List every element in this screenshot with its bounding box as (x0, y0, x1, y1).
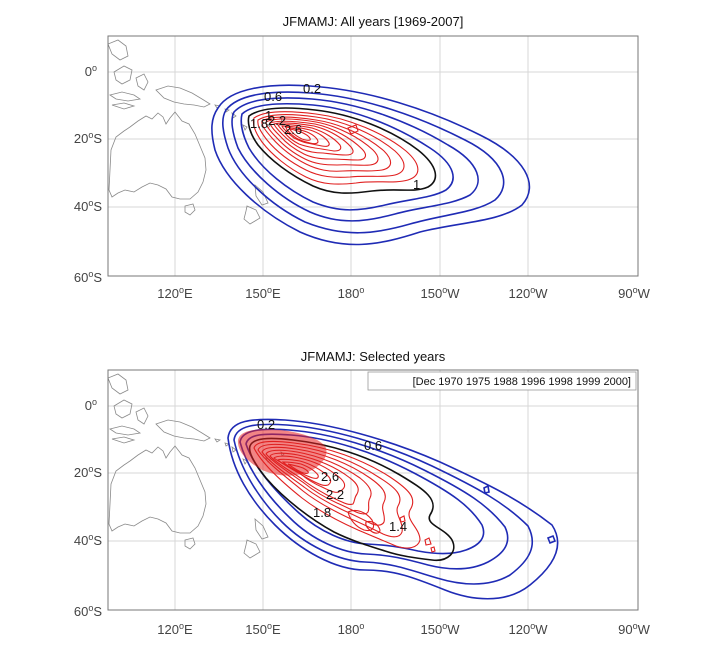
panel-2-blue-island (483, 484, 490, 494)
panel-1-lat-0: 0o (85, 63, 97, 79)
panel-1-lon-180: 180o (338, 285, 365, 301)
panel-1-label-1: 1 (265, 108, 272, 123)
panel-1-lon-axis: 120oE 150oE 180o 150oW 120oW 90oW (157, 285, 650, 301)
panel-2-lon-150e: 150oE (245, 621, 281, 637)
panel-1-lon-120w: 120oW (509, 285, 549, 301)
panel-2-lon-axis: 120oE 150oE 180o 150oW 120oW 90oW (157, 621, 650, 637)
panel-1-label-0-6: 0.6 (264, 89, 282, 104)
panel-2-lon-180: 180o (338, 621, 365, 637)
panel-2-map (108, 373, 559, 600)
panel-2-lat-60: 60oS (74, 603, 102, 619)
panel-1-lon-150w: 150oW (421, 285, 461, 301)
panel-1: JFMAMJ: All years [1969-2007] (74, 14, 651, 301)
panel-1-lat-40: 40oS (74, 198, 102, 214)
panel-2-subtitle: [Dec 1970 1975 1988 1996 1998 1999 2000] (413, 376, 631, 388)
panel-2-blue-contours (227, 418, 559, 600)
panel-1-frame (107, 35, 639, 277)
panel-2-lon-120w: 120oW (509, 621, 549, 637)
panel-2-lat-0: 0o (85, 397, 97, 413)
panel-2-lon-90w: 90oW (618, 621, 650, 637)
panel-1-label-2-6: 2.6 (284, 122, 302, 137)
panel-1-lat-20: 20oS (74, 130, 102, 146)
panel-1-lon-120e: 120oE (157, 285, 193, 301)
panel-2-lon-120e: 120oE (157, 621, 193, 637)
panel-1-lat-60: 60oS (74, 269, 102, 285)
panel-1-contour-labels: 0.2 0.6 1 1.8 2.2 2.6 1 (250, 81, 420, 192)
panel-1-lat-axis: 0o 20oS 40oS 60oS (74, 63, 102, 285)
panel-1-black-contour (247, 107, 437, 194)
panel-1-red-contours (252, 111, 419, 185)
panel-2-lon-150w: 150oW (421, 621, 461, 637)
panel-2-label-0-6: 0.6 (364, 438, 382, 453)
panel-2-red-speck (399, 515, 406, 523)
panel-1-blue-contours (211, 84, 531, 246)
panel-2-lat-40: 40oS (74, 532, 102, 548)
panel-1-label-0-2: 0.2 (303, 81, 321, 96)
panel-1-lon-90w: 90oW (618, 285, 650, 301)
panel-2-red-contours (253, 440, 421, 549)
panel-2-label-2-2: 2.2 (326, 487, 344, 502)
panel-1-red-speck (347, 124, 359, 135)
panel-2-title: JFMAMJ: Selected years (301, 349, 446, 364)
panel-2-label-0-2: 0.2 (257, 417, 275, 432)
panel-2-label-1-4: 1.4 (389, 519, 407, 534)
panel-1-label-2-2: 2.2 (268, 113, 286, 128)
panel-2-red-speck-2 (424, 537, 432, 546)
panel-1-label-1-8: 1.8 (250, 116, 268, 131)
panel-2-red-speck-3 (430, 546, 436, 553)
panel-1-label-1-lower: 1 (413, 177, 420, 192)
panel-2-frame (107, 369, 639, 611)
panel-1-lon-150e: 150oE (245, 285, 281, 301)
panel-2-contour-labels: 0.2 0.6 2.6 2.2 1.8 1.4 (257, 417, 407, 534)
panel-2-subtitle-box (367, 371, 637, 391)
panel-2-black-contour (248, 437, 455, 562)
panel-2-blue-island-2 (546, 534, 557, 545)
panel-2-label-1-8: 1.8 (313, 505, 331, 520)
panel-1-title: JFMAMJ: All years [1969-2007] (283, 14, 464, 29)
panel-2-label-2-6: 2.6 (321, 469, 339, 484)
panel-1-map (108, 39, 531, 246)
panel-1-background (108, 36, 638, 276)
panel-2: JFMAMJ: Selected years (74, 349, 651, 637)
panel-2-lat-20: 20oS (74, 464, 102, 480)
panel-2-gridlines (108, 370, 638, 610)
panel-2-lat-axis: 0o 20oS 40oS 60oS (74, 397, 102, 619)
